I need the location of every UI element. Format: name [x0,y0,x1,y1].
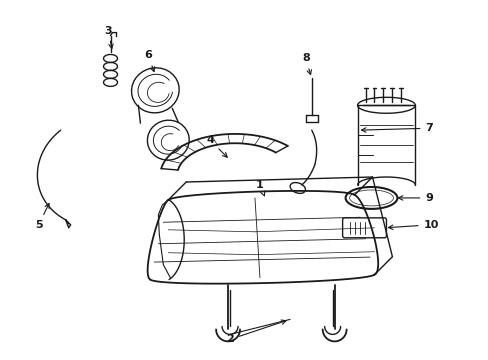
Text: 7: 7 [361,123,432,133]
Text: 10: 10 [387,220,438,230]
Text: 2: 2 [226,320,285,345]
Text: 6: 6 [144,50,154,72]
Text: 8: 8 [301,54,311,75]
Text: 9: 9 [398,193,432,203]
Text: 3: 3 [104,26,113,49]
Text: 1: 1 [256,180,264,196]
Text: 5: 5 [35,203,49,230]
Text: 4: 4 [206,135,227,157]
